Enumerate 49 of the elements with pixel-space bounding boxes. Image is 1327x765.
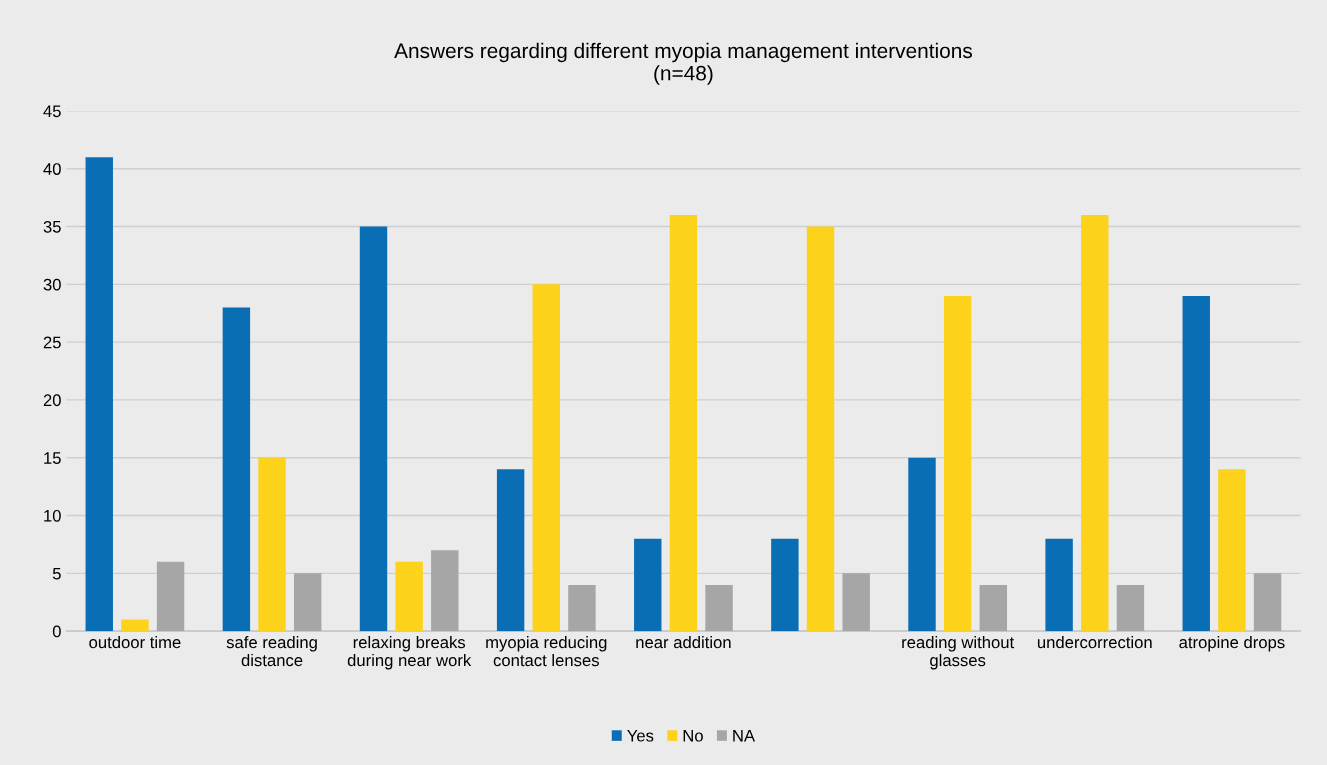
x-tick-label: outdoor time bbox=[89, 635, 181, 649]
bar bbox=[771, 538, 799, 632]
bar bbox=[1182, 295, 1210, 632]
bar bbox=[1081, 214, 1109, 632]
bar bbox=[532, 284, 560, 632]
bar bbox=[806, 226, 835, 632]
y-tick-label: 25 bbox=[43, 336, 61, 349]
y-tick-label: 0 bbox=[52, 625, 61, 638]
bar bbox=[359, 226, 388, 632]
bar bbox=[568, 584, 596, 632]
bar bbox=[222, 307, 251, 632]
bar bbox=[669, 214, 698, 632]
x-tick-label: reading without glasses bbox=[902, 635, 1015, 670]
bar bbox=[85, 157, 113, 632]
bar bbox=[842, 573, 870, 632]
x-tick-label: relaxing breaks during near work bbox=[347, 635, 472, 670]
y-tick-label: 40 bbox=[43, 163, 61, 175]
bar bbox=[496, 469, 525, 632]
y-tick-label: 35 bbox=[43, 220, 61, 233]
legend-label: Yes bbox=[627, 729, 654, 742]
x-tick-label: safe reading distance bbox=[226, 635, 317, 667]
bar bbox=[258, 457, 286, 632]
y-tick-label: 15 bbox=[44, 452, 61, 464]
chart-title: Answers regarding different myopia management interventions (n=48) bbox=[394, 42, 972, 85]
y-tick-label: 5 bbox=[52, 567, 61, 580]
bar bbox=[1253, 573, 1282, 632]
bar bbox=[121, 619, 149, 632]
y-tick-label: 30 bbox=[43, 278, 61, 291]
bar bbox=[979, 584, 1008, 632]
y-tick-label: 10 bbox=[44, 509, 61, 522]
x-tick-label: undercorrection bbox=[1037, 635, 1152, 649]
y-tick-label: 45 bbox=[43, 105, 61, 118]
bar bbox=[634, 538, 662, 632]
bar bbox=[908, 457, 936, 632]
bar bbox=[1218, 469, 1246, 632]
legend-label: No bbox=[683, 729, 703, 742]
y-tick-label: 20 bbox=[43, 394, 61, 407]
bar bbox=[431, 550, 459, 632]
bar bbox=[705, 584, 733, 632]
legend-label: NA bbox=[733, 729, 756, 742]
bar bbox=[395, 561, 423, 632]
bar bbox=[943, 295, 972, 632]
bar bbox=[293, 573, 322, 632]
bar bbox=[1116, 584, 1145, 632]
bar bbox=[156, 561, 185, 632]
x-tick-label: near addition bbox=[636, 635, 731, 649]
x-tick-label: atropine drops bbox=[1179, 635, 1285, 652]
bar bbox=[1045, 538, 1073, 632]
x-tick-label: myopia reducing contact lenses bbox=[486, 635, 607, 667]
